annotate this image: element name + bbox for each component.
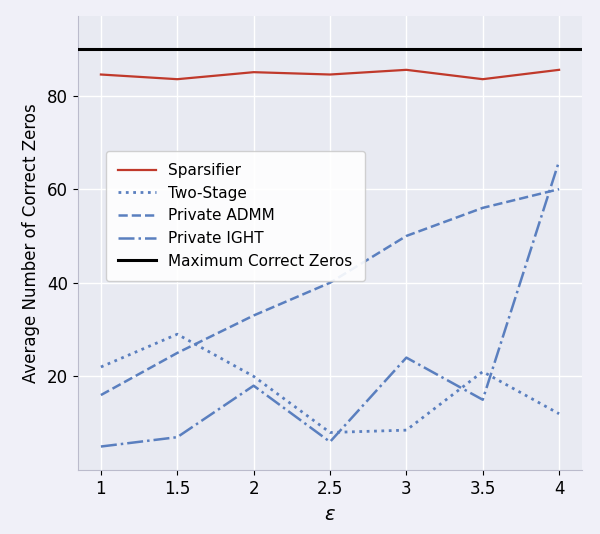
Private ADMM [326, 279, 334, 286]
Private ADMM [97, 392, 104, 398]
Private IGHT [479, 397, 487, 403]
Line: Private IGHT: Private IGHT [101, 161, 559, 446]
Private ADMM [173, 350, 181, 356]
Private IGHT [556, 158, 563, 164]
Private IGHT [326, 438, 334, 445]
Two-Stage [250, 373, 257, 380]
Private IGHT [173, 434, 181, 441]
Sparsifier [97, 72, 104, 78]
Sparsifier [556, 67, 563, 73]
Sparsifier [173, 76, 181, 82]
Sparsifier [403, 67, 410, 73]
Two-Stage [556, 411, 563, 417]
Two-Stage [97, 364, 104, 370]
Line: Two-Stage: Two-Stage [101, 334, 559, 433]
Private ADMM [479, 205, 487, 211]
Two-Stage [173, 331, 181, 337]
Sparsifier [479, 76, 487, 82]
Legend: Sparsifier, Two-Stage, Private ADMM, Private IGHT, Maximum Correct Zeros: Sparsifier, Two-Stage, Private ADMM, Pri… [106, 151, 365, 281]
Line: Private ADMM: Private ADMM [101, 189, 559, 395]
Two-Stage [326, 429, 334, 436]
X-axis label: $\epsilon$: $\epsilon$ [324, 505, 336, 523]
Private IGHT [250, 382, 257, 389]
Sparsifier [250, 69, 257, 75]
Two-Stage [403, 427, 410, 434]
Private ADMM [403, 233, 410, 239]
Line: Sparsifier: Sparsifier [101, 70, 559, 79]
Two-Stage [479, 368, 487, 375]
Private IGHT [97, 443, 104, 450]
Private IGHT [403, 355, 410, 361]
Y-axis label: Average Number of Correct Zeros: Average Number of Correct Zeros [22, 103, 40, 383]
Private ADMM [556, 186, 563, 192]
Private ADMM [250, 312, 257, 319]
Maximum Correct Zeros [97, 45, 104, 52]
Sparsifier [326, 72, 334, 78]
